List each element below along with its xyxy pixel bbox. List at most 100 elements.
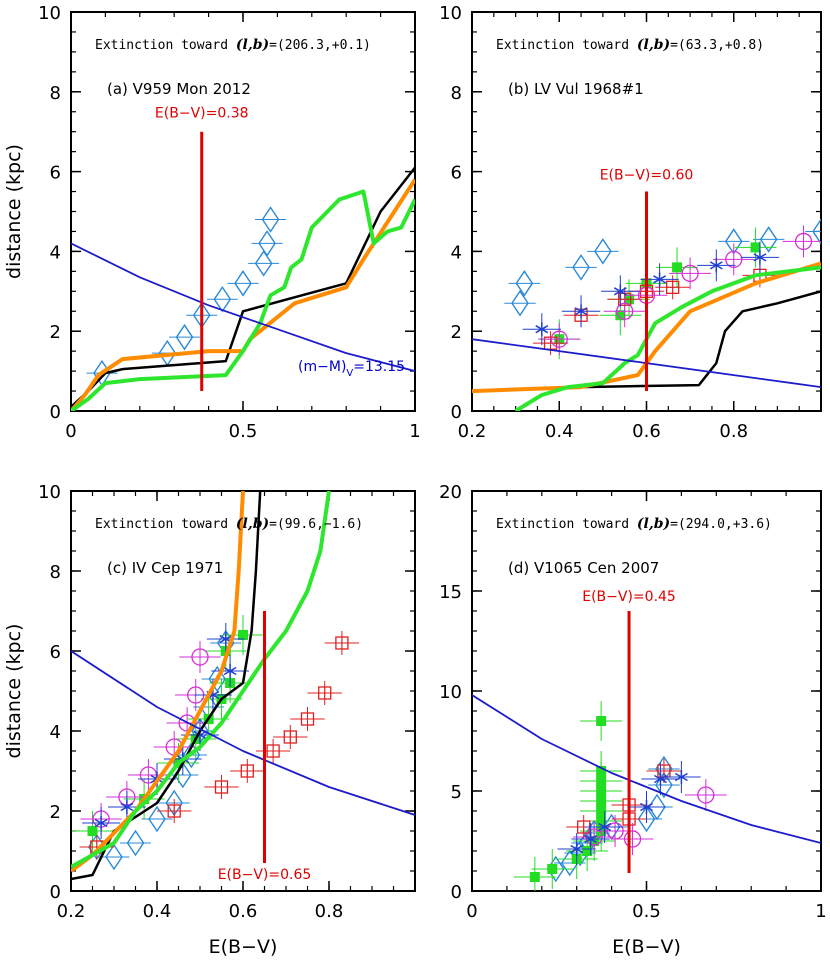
x-tick-label: 0.4 xyxy=(143,901,172,922)
x-tick-label: 0.2 xyxy=(57,901,86,922)
green-square-point xyxy=(750,242,761,253)
cyan-diamond-point xyxy=(254,250,273,277)
y-tick-label: 4 xyxy=(50,722,61,743)
ebv-label: E(B−V)=0.60 xyxy=(600,168,694,184)
star-point xyxy=(709,261,723,270)
green-square-point xyxy=(87,826,98,836)
green-square-point xyxy=(596,766,607,776)
panel-c: 0.2 0.4 0.6 0.8 0 2 4 6 8 10 distance (kpc) E(B−V) E… xyxy=(3,482,416,958)
green-square-point xyxy=(596,716,607,726)
cyan-diamond-point xyxy=(655,771,673,799)
star-point xyxy=(598,822,612,832)
cyan-diamond-point xyxy=(511,290,529,317)
y-axis-label: distance (kpc) xyxy=(3,624,25,759)
orange-curve xyxy=(71,491,245,873)
x-tick-label: 1 xyxy=(815,901,826,922)
cyan-diamond-point xyxy=(148,805,166,833)
object-label: (c) IV Cep 1971 xyxy=(107,559,223,577)
extinction-title: Extinction toward (l,b)=(63.3,+0.8) xyxy=(496,37,764,53)
extinction-prefix: Extinction toward xyxy=(496,38,637,53)
star-point xyxy=(584,834,598,844)
lb-value: =(294.0,+3.6) xyxy=(670,517,772,532)
blue-mod-curve xyxy=(472,694,821,844)
cyan-diamond-point xyxy=(175,323,194,351)
y-axis-label: distance (kpc) xyxy=(3,144,25,279)
cyan-diamond-point xyxy=(759,226,778,253)
y-tick-label: 10 xyxy=(439,3,462,24)
extinction-title: Extinction toward (l,b)=(294.0,+3.6) xyxy=(496,516,772,532)
lb-value: =(63.3,+0.8) xyxy=(670,38,764,53)
y-tick-label: 0 xyxy=(50,882,61,903)
y-tick-label: 8 xyxy=(451,83,462,104)
object-label: (b) LV Vul 1968#1 xyxy=(508,80,644,98)
star-point xyxy=(640,802,653,812)
extinction-title: Extinction toward (l,b)=(99.6,−1.6) xyxy=(95,516,363,532)
magenta-circle-point xyxy=(725,250,743,269)
cyan-diamond-point xyxy=(234,270,252,297)
green-curve xyxy=(71,189,415,411)
black-curve xyxy=(472,290,821,393)
green-square-point xyxy=(672,262,683,273)
green-square-point xyxy=(547,864,558,874)
x-axis-label: E(B−V) xyxy=(612,936,681,958)
magenta-circle-point xyxy=(681,264,699,282)
object-label: (d) V1065 Cen 2007 xyxy=(508,559,659,577)
extinction-title: Extinction toward (l,b)=(206.3,+0.1) xyxy=(95,37,371,53)
cyan-diamond-point xyxy=(812,218,821,245)
lb-value: =(99.6,−1.6) xyxy=(269,517,363,532)
star-point xyxy=(94,818,108,828)
magenta-circle-point xyxy=(616,302,634,320)
magenta-circle-point xyxy=(794,232,813,251)
green-square-point xyxy=(238,630,248,640)
x-tick-label: 0.2 xyxy=(458,421,487,442)
cyan-diamond-point xyxy=(213,286,232,313)
ebv-label: E(B−V)=0.65 xyxy=(218,867,312,883)
star-point xyxy=(223,666,237,676)
y-tick-label: 2 xyxy=(451,322,462,343)
cyan-diamond-point xyxy=(208,665,227,693)
y-tick-label: 10 xyxy=(38,3,61,24)
y-tick-label: 8 xyxy=(50,83,61,104)
mod-label: (m−M) xyxy=(298,359,346,375)
magenta-circle-point xyxy=(191,648,209,666)
data-layer xyxy=(472,218,821,411)
y-tick-label: 6 xyxy=(451,163,462,184)
y-tick-label: 0 xyxy=(50,402,61,423)
cyan-diamond-point xyxy=(637,805,656,833)
magenta-circle-point xyxy=(697,786,715,804)
green-square-point xyxy=(615,310,626,321)
x-tick-label: 0.5 xyxy=(229,421,258,442)
y-tick-label: 2 xyxy=(50,322,61,343)
green-curve xyxy=(514,265,821,411)
star-point xyxy=(753,253,767,262)
y-tick-label: 5 xyxy=(451,782,462,803)
x-axis-label: E(B−V) xyxy=(209,936,278,958)
green-square-point xyxy=(582,846,593,856)
green-curve xyxy=(71,491,331,869)
x-tick-label: 0.6 xyxy=(229,901,258,922)
y-tick-label: 10 xyxy=(38,482,61,503)
lb-symbol: (l,b) xyxy=(637,37,670,53)
y-tick-label: 10 xyxy=(439,682,462,703)
x-tick-label: 0.8 xyxy=(719,421,748,442)
blue-mod-curve xyxy=(71,650,415,816)
x-tick-label: 0.6 xyxy=(632,421,661,442)
cyan-diamond-point xyxy=(258,230,276,257)
cyan-diamond-point xyxy=(594,238,612,265)
cyan-diamond-point xyxy=(126,829,145,857)
magenta-circle-point xyxy=(550,330,568,348)
y-tick-label: 2 xyxy=(50,802,61,823)
blue-mod-curve xyxy=(71,242,415,372)
x-tick-label: 0 xyxy=(65,421,76,442)
object-label: (a) V959 Mon 2012 xyxy=(107,80,251,98)
distance-modulus-label: (m−M)V=13.15 xyxy=(298,359,405,379)
star-point xyxy=(674,772,688,782)
data-layer xyxy=(71,166,415,411)
x-tick-label: 0.4 xyxy=(545,421,574,442)
star-point xyxy=(654,774,667,784)
extinction-prefix: Extinction toward xyxy=(95,517,236,532)
x-tick-label: 1 xyxy=(409,421,420,442)
